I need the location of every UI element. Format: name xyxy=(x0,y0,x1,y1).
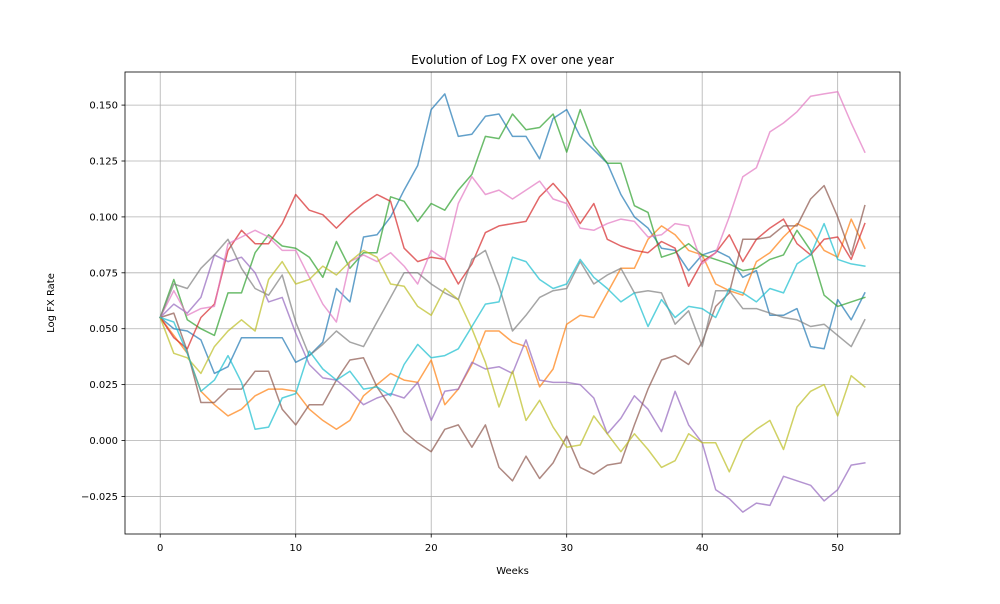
y-tick-label: 0.100 xyxy=(89,212,118,223)
plot-frame xyxy=(124,71,901,535)
x-axis-label: Weeks xyxy=(496,566,529,577)
x-tick-label: 40 xyxy=(696,543,709,554)
series-line-8 xyxy=(159,238,866,357)
series-line-3 xyxy=(159,108,866,337)
series-layer xyxy=(159,90,866,513)
series-line-7 xyxy=(159,90,866,323)
y-tick-label: 0.150 xyxy=(89,101,118,112)
y-tick-label: 0.075 xyxy=(89,268,118,279)
series-line-6 xyxy=(159,184,866,482)
x-tick-label: 0 xyxy=(157,543,163,554)
y-axis: −0.025 0.000 0.025 0.050 0.075 0.100 0.125 0.15… xyxy=(81,101,125,503)
y-tick-label: 0.025 xyxy=(89,380,118,391)
y-tick-label: 0.000 xyxy=(89,436,118,447)
y-axis-label: Log FX Rate xyxy=(46,273,57,333)
chart-title: Evolution of Log FX over one year xyxy=(411,53,614,67)
series-line-2 xyxy=(159,218,866,431)
y-tick-label: −0.025 xyxy=(81,492,118,503)
y-tick-label: 0.125 xyxy=(89,157,118,168)
series-line-1 xyxy=(159,93,866,375)
series-line-9 xyxy=(159,249,866,473)
x-tick-label: 30 xyxy=(560,543,573,554)
x-tick-label: 20 xyxy=(425,543,438,554)
plot-area xyxy=(125,72,900,534)
series-line-4 xyxy=(159,182,866,350)
x-tick-label: 10 xyxy=(289,543,302,554)
x-tick-label: 50 xyxy=(831,543,844,554)
y-tick-label: 0.050 xyxy=(89,324,118,335)
x-axis: 0 10 20 30 40 50 xyxy=(157,534,844,554)
series-line-10 xyxy=(159,222,866,431)
